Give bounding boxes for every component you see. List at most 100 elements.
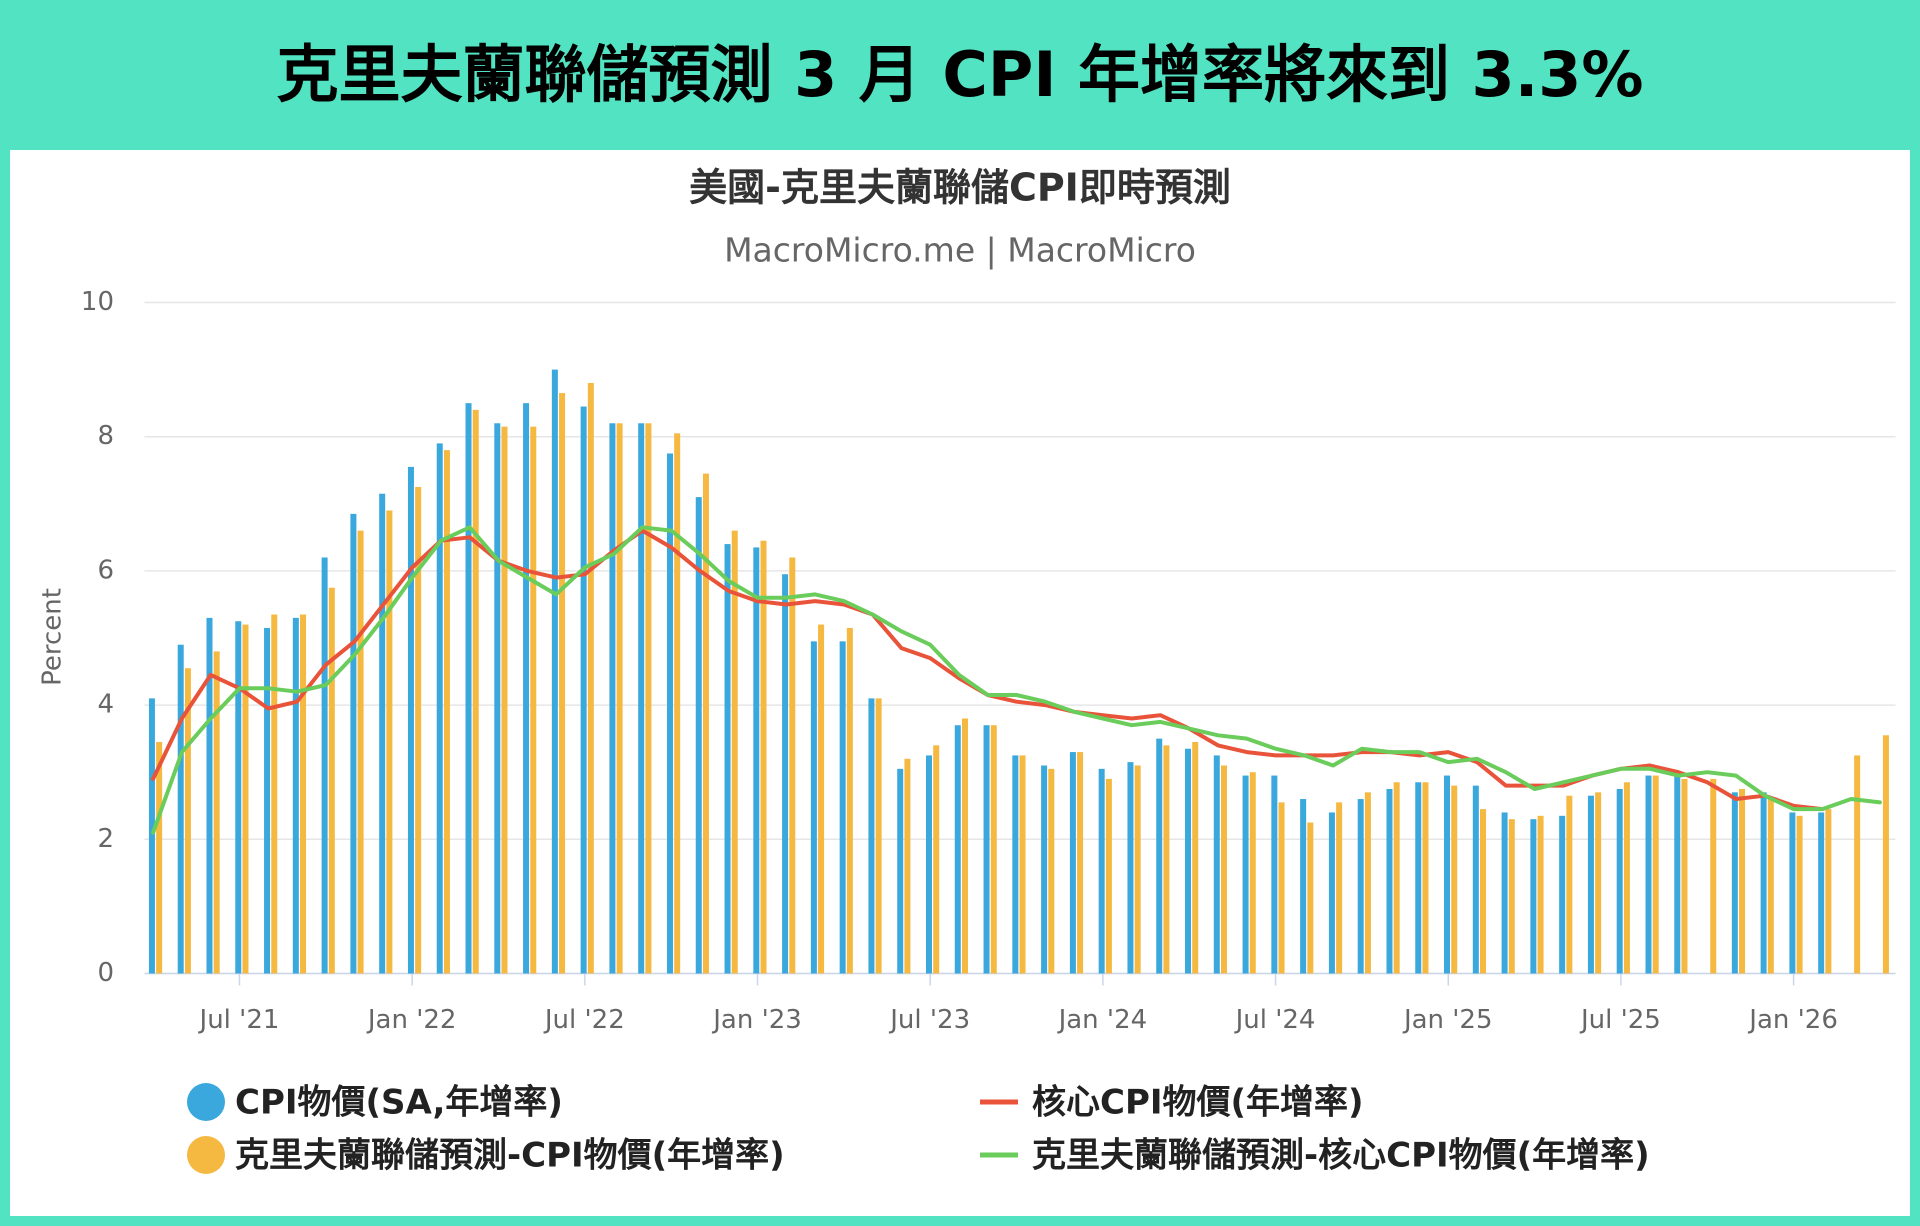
bar	[789, 557, 796, 974]
bar	[1328, 812, 1335, 974]
bar	[1192, 742, 1199, 974]
bar	[235, 621, 242, 974]
bar	[1041, 765, 1048, 974]
x-tick-label: Jul '22	[543, 1005, 625, 1035]
bar	[1739, 788, 1746, 974]
y-tick-label: 4	[97, 690, 114, 720]
bar	[1789, 812, 1796, 974]
bar	[1098, 768, 1105, 974]
bar	[954, 725, 961, 974]
bar	[1674, 772, 1681, 974]
x-tick-label: Jan '26	[1747, 1005, 1838, 1035]
bar	[933, 745, 940, 974]
legend-label: CPI物價(SA,年增率)	[235, 1083, 563, 1123]
bar	[1048, 768, 1055, 974]
bar	[177, 644, 184, 974]
bar	[501, 426, 508, 974]
legend-label: 核心CPI物價(年增率)	[1032, 1083, 1364, 1123]
bar	[587, 383, 594, 974]
legend-marker	[187, 1083, 225, 1121]
bar	[760, 540, 767, 974]
bar	[184, 668, 191, 974]
bar	[357, 530, 364, 974]
bar	[1451, 785, 1458, 974]
x-tick-label: Jul '24	[1234, 1005, 1316, 1035]
y-axis-title: Percent	[38, 588, 68, 686]
bar	[818, 624, 825, 974]
bar	[925, 755, 932, 974]
x-tick-label: Jan '23	[711, 1005, 802, 1035]
bar	[407, 466, 414, 974]
bar	[961, 718, 968, 974]
bar	[695, 497, 702, 974]
bar	[875, 698, 882, 974]
headline: 克里夫蘭聯儲預測 3 月 CPI 年增率將來到 3.3%	[276, 38, 1644, 111]
x-tick-label: Jul '23	[888, 1005, 970, 1035]
bar	[551, 369, 558, 974]
y-tick-label: 8	[97, 421, 114, 451]
y-tick-label: 2	[97, 824, 114, 854]
bar	[1163, 745, 1170, 974]
bar	[1220, 765, 1227, 974]
bar	[724, 544, 731, 974]
bar	[379, 493, 386, 974]
x-tick-label: Jan '24	[1057, 1005, 1148, 1035]
bar	[1767, 799, 1774, 974]
bar	[839, 641, 846, 974]
bar	[904, 758, 911, 974]
bar	[1444, 775, 1451, 974]
bar	[609, 423, 616, 974]
bar	[264, 627, 271, 974]
bar	[1882, 735, 1889, 974]
bar	[415, 487, 422, 974]
bar	[1415, 782, 1422, 974]
bar	[1019, 755, 1026, 974]
bar	[321, 557, 328, 974]
bar	[148, 698, 155, 974]
bar	[897, 768, 904, 974]
bar	[523, 403, 530, 974]
bar	[472, 409, 479, 974]
bar	[1854, 755, 1861, 974]
x-tick-label: Jul '25	[1579, 1005, 1661, 1035]
bar	[1249, 772, 1256, 974]
chart-subtitle: MacroMicro.me | MacroMicro	[724, 231, 1196, 270]
bar	[1480, 809, 1487, 974]
legend-label: 克里夫蘭聯儲預測-CPI物價(年增率)	[235, 1136, 785, 1176]
bar	[753, 547, 760, 974]
bar	[465, 403, 472, 974]
x-tick-label: Jan '22	[366, 1005, 457, 1035]
bar	[868, 698, 875, 974]
bar	[1559, 815, 1566, 974]
chart-title: 美國-克里夫蘭聯儲CPI即時預測	[689, 166, 1231, 210]
bar	[1422, 782, 1429, 974]
line	[151, 525, 1882, 835]
bar	[1271, 775, 1278, 974]
bar	[1652, 775, 1659, 974]
bar	[1645, 775, 1652, 974]
bar	[1364, 792, 1371, 974]
bar	[494, 423, 501, 974]
bar	[350, 513, 357, 974]
bar	[702, 473, 709, 974]
bar	[1278, 802, 1285, 974]
bar	[1530, 819, 1537, 974]
y-tick-label: 0	[97, 958, 114, 988]
bar	[1760, 792, 1767, 974]
bar	[666, 453, 673, 974]
bar	[300, 614, 307, 974]
bar	[1105, 778, 1112, 974]
bar	[1156, 738, 1163, 974]
bar	[1472, 785, 1479, 974]
bar	[1710, 778, 1717, 974]
x-tick-label: Jan '25	[1402, 1005, 1493, 1035]
bar	[645, 423, 652, 974]
bar	[1825, 809, 1832, 974]
bar	[1357, 799, 1364, 974]
bar	[1623, 782, 1630, 974]
bar	[1300, 799, 1307, 974]
bar	[1012, 755, 1019, 974]
bar	[1587, 795, 1594, 974]
